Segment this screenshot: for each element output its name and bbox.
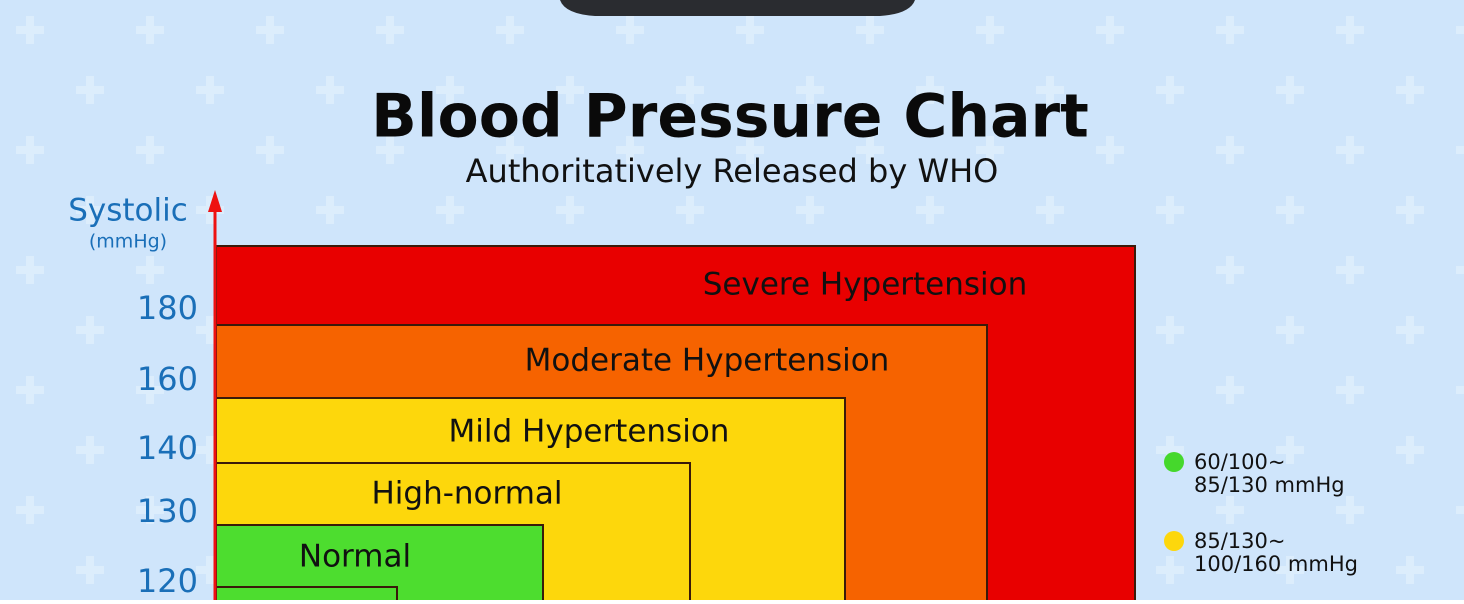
zone <box>215 586 398 604</box>
axis-arrow <box>208 190 222 212</box>
axis-unit: (mmHg) <box>89 231 167 253</box>
zone-label: Normal <box>299 539 411 575</box>
legend: 60/100~85/130 mmHg 85/130~100/160 mmHg <box>1164 450 1358 576</box>
y-tick-label: 130 <box>137 492 198 530</box>
y-tick-label: 140 <box>137 429 198 467</box>
y-tick-label: 120 <box>137 562 198 600</box>
device-image <box>560 0 915 16</box>
y-tick-label: 160 <box>137 360 198 398</box>
legend-text: 60/100~ <box>1194 450 1285 474</box>
legend-text: 85/130 mmHg <box>1194 473 1345 497</box>
subtitle: Authoritatively Released by WHO <box>466 152 999 190</box>
ticks: 180 160 140 130 120 <box>137 289 198 600</box>
legend-text: 100/160 mmHg <box>1194 552 1358 576</box>
zone-label: Mild Hypertension <box>449 414 730 450</box>
zone-label: Severe Hypertension <box>703 267 1028 303</box>
legend-dot <box>1164 531 1184 551</box>
y-tick-label: 180 <box>137 289 198 327</box>
axis-label: Systolic <box>68 193 188 229</box>
legend-dot <box>1164 452 1184 472</box>
legend-text: 85/130~ <box>1194 529 1285 553</box>
zone-label: Moderate Hypertension <box>525 343 890 379</box>
zones: Severe Hypertension Moderate Hypertension… <box>215 245 1136 604</box>
zone-label: High-normal <box>371 476 562 512</box>
title: Blood Pressure Chart <box>371 82 1089 152</box>
